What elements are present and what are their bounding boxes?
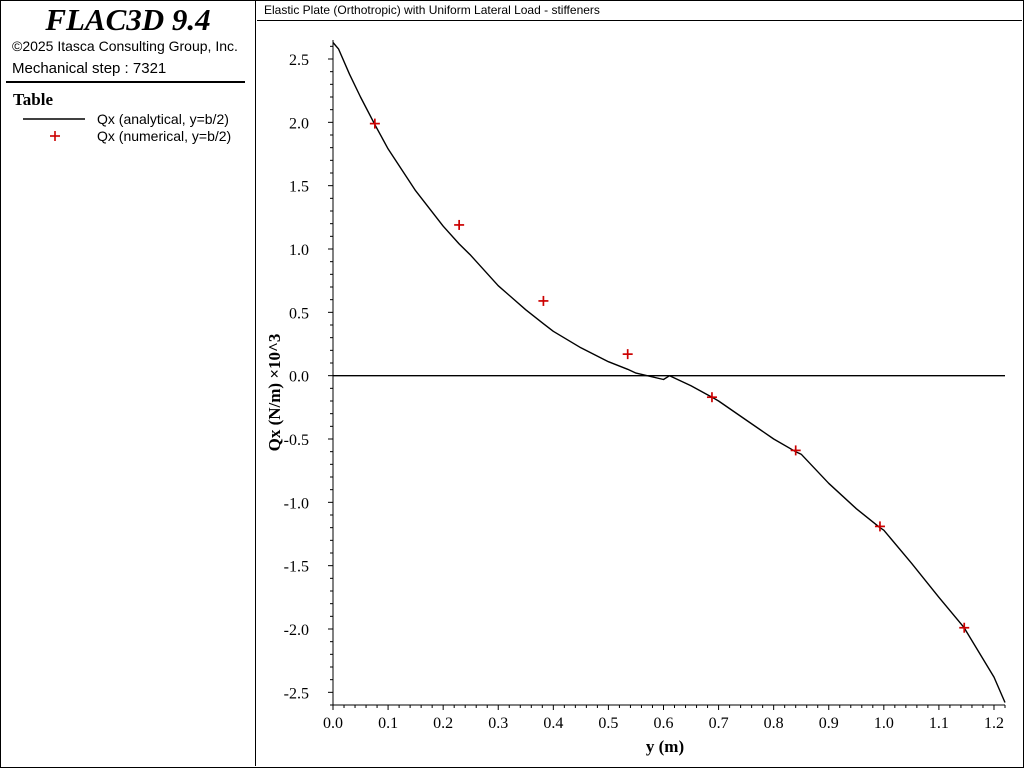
y-tick-label: 2.0 (289, 115, 309, 132)
sidebar-panel: FLAC3D 9.4 ©2025 Itasca Consulting Group… (1, 1, 256, 766)
data-point-numerical (622, 349, 633, 360)
y-tick-label: -1.5 (284, 559, 309, 576)
x-tick-label: 0.6 (653, 715, 673, 732)
y-tick-label: 1.0 (289, 242, 309, 259)
x-tick-label: 1.0 (874, 715, 894, 732)
legend-label-numerical: Qx (numerical, y=b/2) (97, 128, 232, 144)
y-tick-label: -1.0 (284, 495, 309, 512)
plot-title: Elastic Plate (Orthotropic) with Uniform… (257, 1, 1022, 21)
sidebar-divider (6, 81, 245, 83)
y-tick-label: -2.0 (284, 622, 309, 639)
x-tick-label: 0.7 (709, 715, 729, 732)
data-point-numerical (369, 118, 380, 129)
x-tick-label: 0.2 (433, 715, 453, 732)
x-tick-label: 0.5 (598, 715, 618, 732)
line-symbol-icon (23, 118, 85, 120)
data-point-numerical (959, 622, 970, 633)
x-tick-label: 0.4 (543, 715, 563, 732)
x-tick-label: 1.1 (929, 715, 949, 732)
legend-item-analytical: Qx (analytical, y=b/2) (1, 111, 255, 127)
plus-marker-icon (50, 131, 60, 141)
data-point-numerical (538, 295, 549, 306)
data-point-numerical (874, 521, 885, 532)
chart-area: 0.0 0.1 0.2 0.3 0.4 0.5 0.6 0.7 0.8 0.9 1.0 1.1 1.2 2… (265, 40, 1006, 756)
x-tick-label: 0.9 (819, 715, 839, 732)
y-tick-label: 2.5 (289, 52, 309, 69)
copyright-text: ©2025 Itasca Consulting Group, Inc. (12, 38, 238, 54)
y-tick-label: 1.5 (289, 179, 309, 196)
y-tick-label: 0.5 (289, 305, 309, 322)
x-tick-label: 1.2 (984, 715, 1004, 732)
y-tick-label: -0.5 (284, 432, 309, 449)
legend-item-numerical: Qx (numerical, y=b/2) (1, 128, 255, 144)
x-tick-label: 0.0 (323, 715, 343, 732)
y-tick-label: -2.5 (284, 685, 309, 702)
x-tick-label: 0.3 (488, 715, 508, 732)
y-axis-title: Qx (N/m) ×10^3 (265, 334, 284, 452)
x-tick-label: 0.1 (378, 715, 398, 732)
legend-heading: Table (13, 90, 54, 109)
data-point-numerical (790, 445, 801, 456)
y-tick-label: 0.0 (289, 369, 309, 386)
x-axis-title: y (m) (646, 737, 684, 756)
data-point-numerical (706, 392, 717, 403)
app-title: FLAC3D 9.4 (45, 2, 211, 37)
mechanical-step-text: Mechanical step : 7321 (12, 60, 167, 77)
series-line-analytical (332, 42, 1006, 703)
legend-label-analytical: Qx (analytical, y=b/2) (97, 111, 229, 127)
x-tick-label: 0.8 (764, 715, 784, 732)
data-point-numerical (454, 219, 465, 230)
